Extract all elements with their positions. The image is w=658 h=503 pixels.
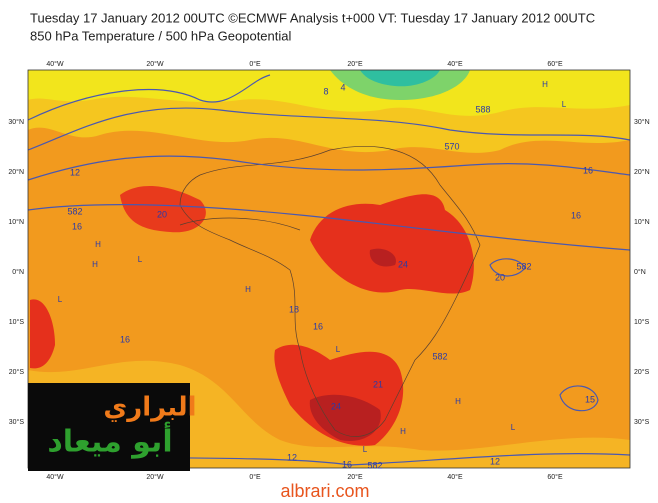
- pressure-center: H: [455, 397, 461, 406]
- lat-label: 30°N: [8, 118, 24, 126]
- logo-line1: البراري: [103, 393, 196, 423]
- contour-label: 24: [398, 259, 408, 269]
- lon-label: 60°E: [547, 473, 563, 481]
- header-line2: 850 hPa Temperature / 500 hPa Geopotenti…: [30, 28, 292, 43]
- lon-label: 0°E: [249, 60, 261, 68]
- contour-label: 16: [120, 334, 130, 344]
- lon-label: 40°E: [447, 60, 463, 68]
- contour-line: [559, 385, 599, 412]
- lat-label: 30°N: [634, 118, 650, 126]
- lat-label: 20°N: [8, 168, 24, 176]
- hot-zone: [120, 185, 206, 233]
- pressure-center: L: [138, 255, 143, 264]
- contour-label: 582: [67, 206, 82, 216]
- lat-label: 10°N: [8, 218, 24, 226]
- contour-line: [27, 74, 271, 121]
- map-frame: [27, 69, 631, 469]
- lat-label: 20°S: [9, 368, 25, 376]
- lon-label: 20°W: [146, 60, 164, 68]
- lat-label: 20°N: [634, 168, 650, 176]
- contour-label: 588: [475, 104, 490, 114]
- contour-label: 24: [331, 401, 341, 411]
- pressure-center: H: [400, 427, 406, 436]
- yellow-zone: [28, 70, 630, 116]
- contour-label: 582: [516, 261, 531, 271]
- contour-label: 15: [585, 394, 595, 404]
- pressure-center: L: [336, 345, 341, 354]
- lon-label: 40°E: [447, 473, 463, 481]
- pressure-center: L: [562, 100, 567, 109]
- pressure-center: L: [511, 423, 516, 432]
- contour-line: [27, 203, 631, 251]
- lat-label: 0°N: [634, 268, 646, 276]
- contour-label: 4: [340, 82, 345, 92]
- lat-label: 20°S: [634, 368, 650, 376]
- lon-label: 60°E: [547, 60, 563, 68]
- hot-zone: [310, 194, 474, 294]
- contour-label: 16: [342, 459, 352, 469]
- pressure-center: H: [95, 240, 101, 249]
- lon-label: 20°W: [146, 473, 164, 481]
- very-hot-zone: [369, 248, 396, 267]
- logo-box: [28, 383, 190, 471]
- lat-label: 30°S: [9, 418, 25, 426]
- pressure-center: H: [245, 285, 251, 294]
- contour-label: 8: [323, 86, 328, 96]
- pressure-center: L: [363, 445, 368, 454]
- contour-label: 582: [367, 460, 382, 470]
- lon-label: 40°W: [46, 60, 64, 68]
- lon-label: 40°W: [46, 473, 64, 481]
- very-hot-zone: [309, 394, 381, 441]
- contour-label: 12: [490, 456, 500, 466]
- contour-label: 12: [287, 452, 297, 462]
- lat-label: 10°S: [634, 318, 650, 326]
- contour-label: 16: [583, 165, 593, 175]
- lat-label: 30°S: [634, 418, 650, 426]
- contour-label: 16: [571, 210, 581, 220]
- lat-label: 10°N: [634, 218, 650, 226]
- lat-label: 0°N: [12, 268, 24, 276]
- contour-label: 21: [373, 379, 383, 389]
- contour-label: 582: [432, 351, 447, 361]
- footer: albrari.com: [280, 481, 369, 501]
- header-line1: Tuesday 17 January 2012 00UTC ©ECMWF Ana…: [30, 10, 595, 25]
- contour-line: [27, 107, 631, 151]
- hot-zone: [30, 299, 55, 369]
- contour-label: 20: [495, 272, 505, 282]
- contour-line: [27, 155, 631, 181]
- contour-label: 12: [70, 167, 80, 177]
- lat-label: 10°S: [9, 318, 25, 326]
- pressure-center: L: [58, 295, 63, 304]
- lon-label: 0°E: [249, 473, 261, 481]
- lon-label: 20°E: [347, 60, 363, 68]
- contour-line: [489, 258, 526, 277]
- contour-label: 16: [313, 321, 323, 331]
- lon-label: 20°E: [347, 473, 363, 481]
- contour-label: 16: [72, 221, 82, 231]
- logo-line2: أبو ميعاد: [47, 422, 172, 460]
- contour-label: 20: [157, 209, 167, 219]
- coastline: [179, 145, 481, 437]
- cold-zone: [360, 70, 440, 87]
- pressure-center: H: [92, 260, 98, 269]
- contour-label: 570: [444, 141, 459, 151]
- pressure-center: H: [542, 80, 548, 89]
- contour-label: 18: [289, 304, 299, 314]
